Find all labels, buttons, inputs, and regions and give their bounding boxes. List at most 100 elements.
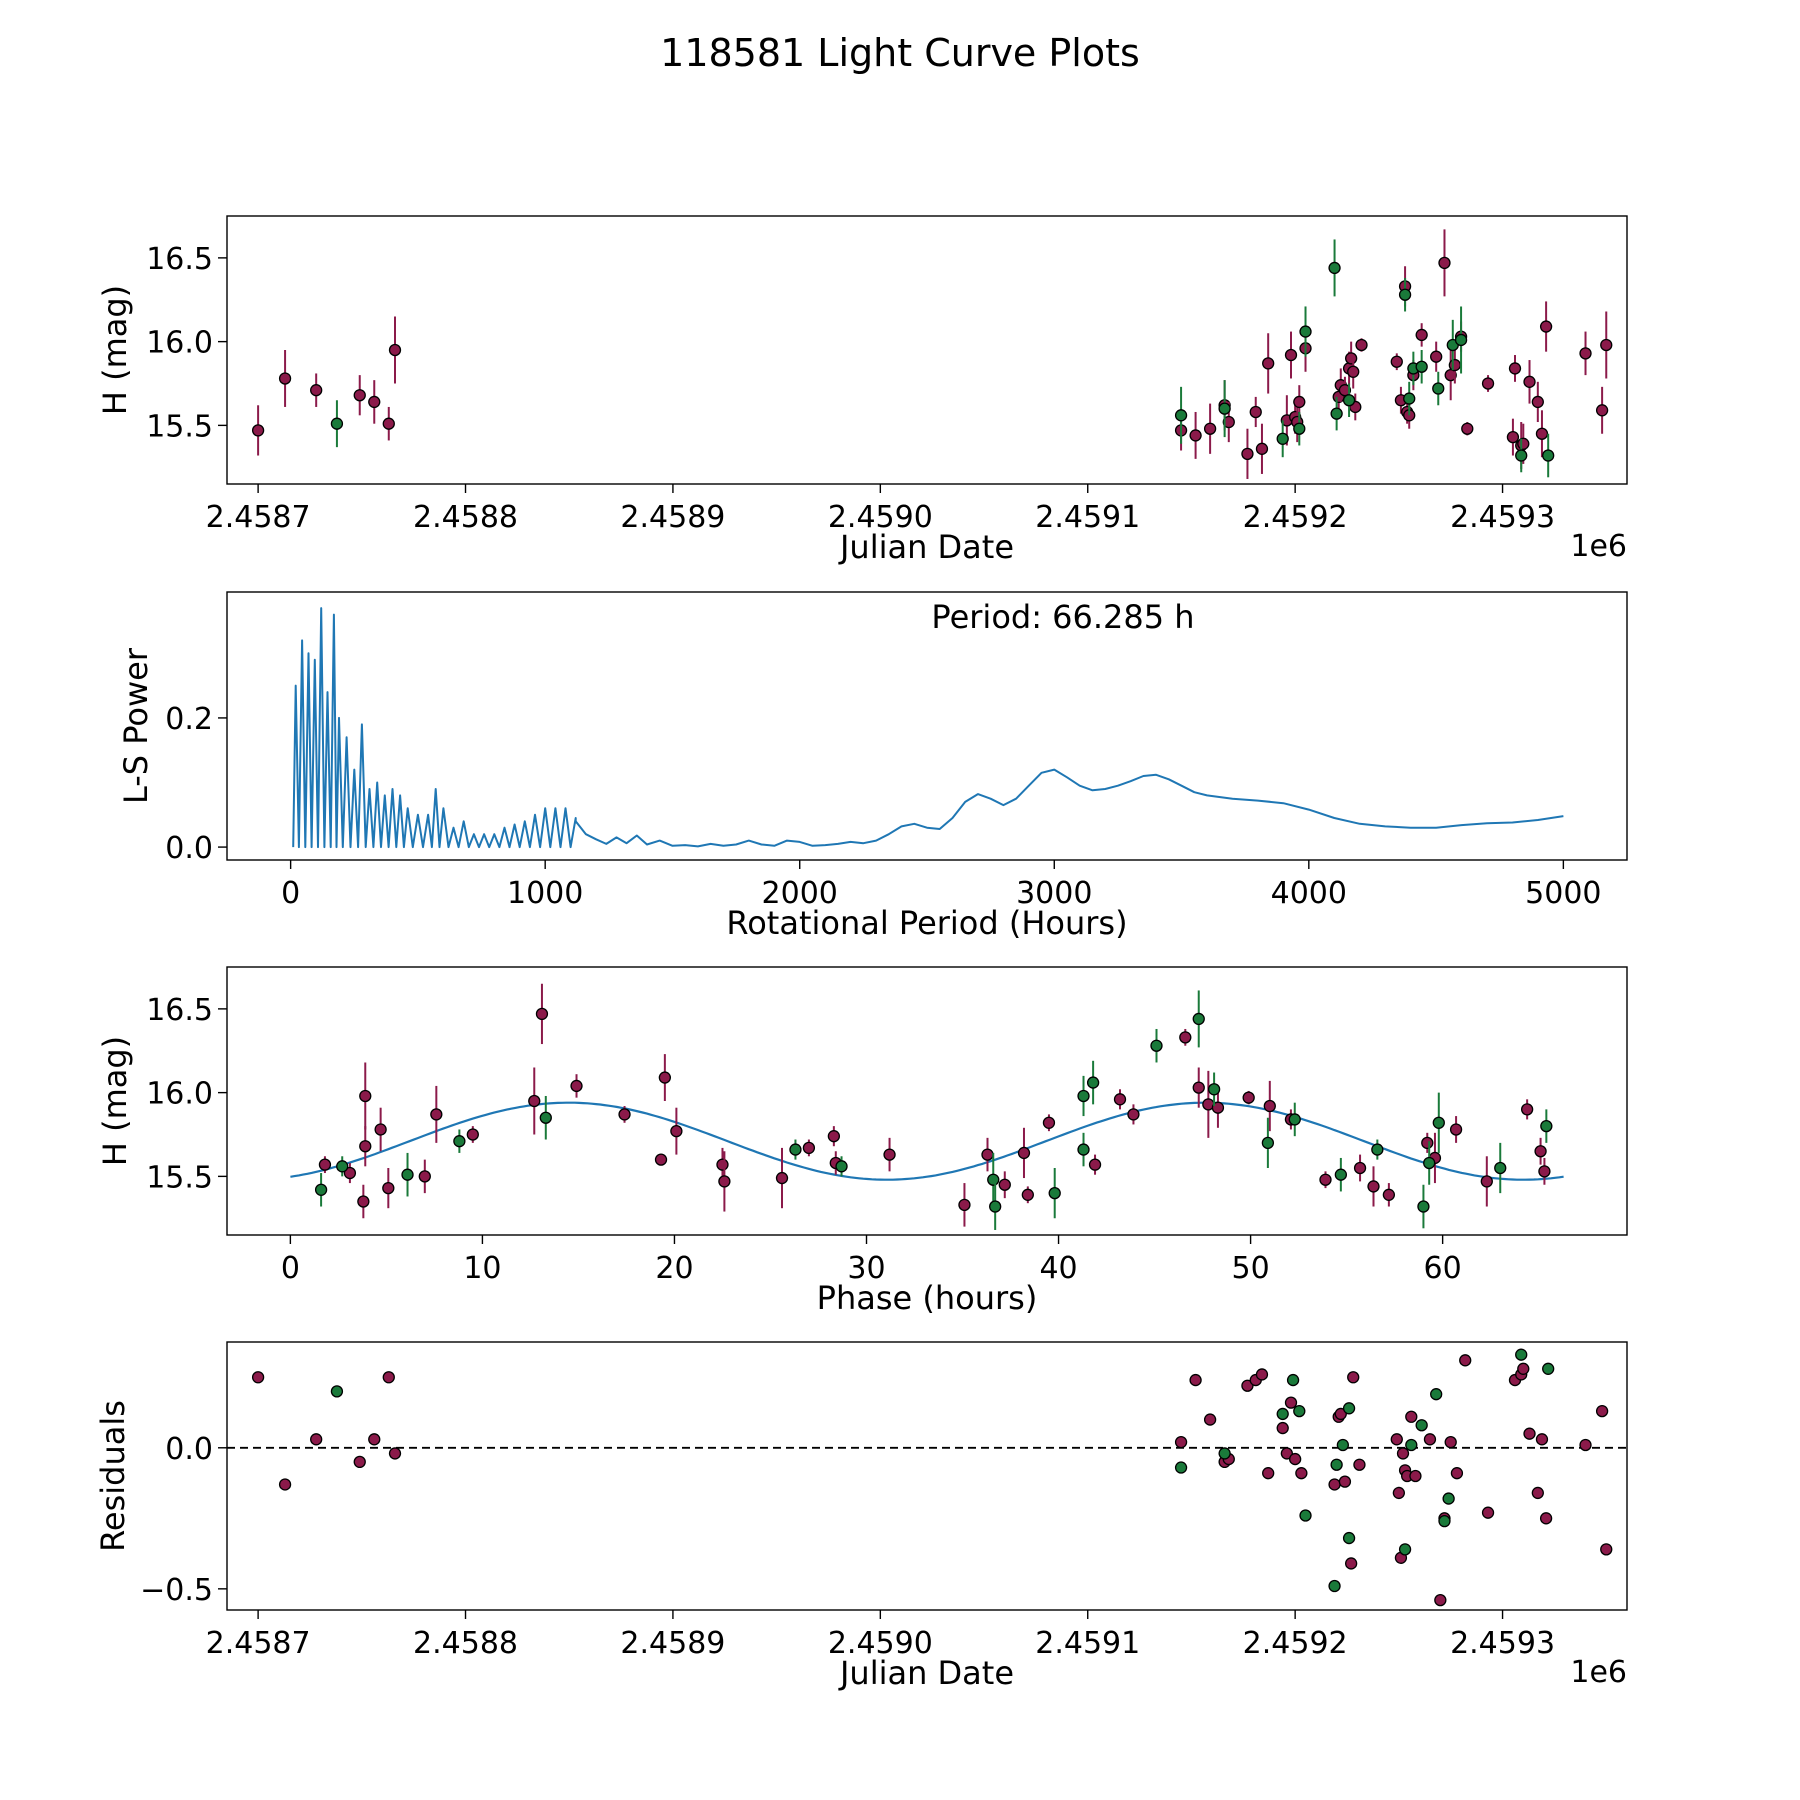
primary-point <box>1539 320 1553 333</box>
secondary-point <box>1299 325 1312 338</box>
primary-point <box>1017 1146 1031 1160</box>
primary-point <box>658 1071 672 1084</box>
secondary-point <box>1342 1402 1356 1415</box>
secondary-point <box>330 1385 344 1398</box>
primary-point <box>654 1153 668 1166</box>
primary-point <box>1189 1373 1202 1387</box>
primary-point <box>343 1166 357 1180</box>
primary-point <box>998 1178 1011 1191</box>
x-tick-label: 2.4587 <box>206 500 311 535</box>
primary-point <box>1203 1413 1217 1426</box>
secondary-point <box>1328 1579 1341 1593</box>
primary-point <box>1430 350 1443 363</box>
secondary-point <box>1442 1492 1455 1505</box>
secondary-point <box>1432 1116 1445 1129</box>
primary-point <box>1241 447 1254 461</box>
primary-point <box>1284 348 1298 362</box>
primary-point <box>802 1141 816 1155</box>
periodogram-line <box>292 607 1564 849</box>
primary-point <box>1280 1447 1294 1460</box>
primary-point <box>1538 1165 1551 1178</box>
primary-point <box>1276 1421 1289 1435</box>
primary-point <box>368 395 381 409</box>
residuals-frame <box>226 1341 1628 1611</box>
primary-point <box>1579 347 1592 360</box>
x-tick-label: 50 <box>1232 1251 1270 1286</box>
primary-point <box>1179 1031 1192 1044</box>
primary-point <box>1293 395 1306 409</box>
secondary-point <box>1430 1388 1443 1401</box>
primary-point <box>1042 1116 1056 1129</box>
secondary-point <box>1174 1461 1188 1474</box>
light-curve-panel: 2.4587 2.4588 2.4589 2.4590 2.4591 2.4592 2.45… <box>96 215 1628 566</box>
primary-point <box>1481 1506 1495 1519</box>
secondary-point <box>1330 407 1343 420</box>
secondary-point <box>1330 1458 1343 1471</box>
secondary-point <box>1542 449 1555 462</box>
light-curve-frame <box>226 215 1628 485</box>
secondary-point <box>1432 382 1445 395</box>
primary-point <box>1508 362 1522 375</box>
primary-point <box>981 1148 994 1161</box>
periodogram-xlabel: Rotational Period (Hours) <box>726 904 1127 942</box>
primary-point <box>528 1094 541 1108</box>
primary-point <box>353 1455 366 1469</box>
primary-point <box>1344 1557 1358 1570</box>
x-tick-label: 40 <box>1039 1251 1077 1286</box>
residuals-xlabel: Julian Date <box>838 1654 1014 1692</box>
y-tick-label: 0.0 <box>165 1432 213 1467</box>
phase-folded-frame <box>226 966 1628 1236</box>
x-tick-label: 2.4591 <box>1035 1626 1140 1661</box>
secondary-point <box>835 1160 848 1173</box>
secondary-point <box>1077 1089 1090 1103</box>
x-tick-label: 1000 <box>507 876 583 911</box>
x-tick-label: 2.4588 <box>413 1626 518 1661</box>
primary-point <box>1600 1543 1613 1556</box>
period-annotation: Period: 66.285 h <box>931 598 1194 636</box>
primary-point <box>388 1447 402 1460</box>
primary-point <box>1523 375 1536 388</box>
secondary-point <box>1276 1407 1289 1421</box>
primary-point <box>1396 1447 1410 1460</box>
primary-point <box>1481 377 1495 390</box>
y-tick-label: 16.5 <box>146 242 213 277</box>
primary-point <box>1390 355 1403 368</box>
secondary-point <box>1454 333 1468 347</box>
secondary-point <box>1336 1438 1350 1452</box>
secondary-point <box>330 417 344 430</box>
light-curve-ticks: 2.4587 2.4588 2.4589 2.4590 2.4591 2.4592 2.45… <box>146 242 1555 535</box>
periodogram-ylabel: L-S Power <box>117 647 155 804</box>
primary-point <box>382 417 395 430</box>
periodogram-ticks: 0 1000 2000 3000 4000 5000 0.0 0.2 <box>165 702 1601 911</box>
x-tick-label: 2000 <box>762 876 838 911</box>
x-tick-label: 4000 <box>1271 876 1347 911</box>
primary-point <box>353 389 366 402</box>
primary-point <box>1444 368 1457 382</box>
y-tick-label: 16.0 <box>146 326 213 361</box>
x-tick-label: 2.4590 <box>828 500 933 535</box>
primary-point <box>1262 357 1275 370</box>
primary-point <box>1113 1093 1127 1106</box>
primary-point <box>1367 1180 1380 1193</box>
primary-point <box>1438 256 1451 270</box>
primary-point <box>251 424 265 437</box>
secondary-point <box>314 1183 328 1196</box>
primary-point <box>1344 352 1358 365</box>
secondary-point <box>1342 1531 1356 1545</box>
primary-point <box>1444 1435 1457 1449</box>
primary-point <box>1338 1475 1352 1488</box>
primary-point <box>1382 1188 1396 1201</box>
y-tick-label: 0.2 <box>165 702 213 737</box>
primary-point <box>1203 422 1217 435</box>
periodogram-panel: 0 1000 2000 3000 4000 5000 0.0 0.2 Period: 66.2… <box>117 591 1628 942</box>
secondary-point <box>1423 1156 1436 1170</box>
secondary-point <box>1150 1039 1163 1052</box>
primary-point <box>278 1478 292 1491</box>
primary-point <box>382 1371 395 1384</box>
phase-folded-points <box>290 983 1564 1230</box>
secondary-point <box>336 1160 349 1173</box>
secondary-point <box>1328 261 1341 275</box>
primary-point <box>1595 404 1609 417</box>
